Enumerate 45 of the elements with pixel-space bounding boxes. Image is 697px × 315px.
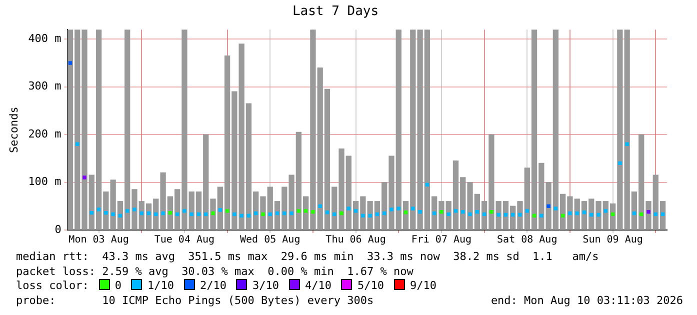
point bbox=[340, 211, 344, 216]
point bbox=[296, 209, 301, 213]
text: probe: 10 ICMP Echo Pings (500 Bytes) every 300s bbox=[16, 294, 374, 306]
legend-label: 5/10 bbox=[357, 279, 384, 292]
point bbox=[560, 214, 565, 218]
legend-title: loss color: bbox=[16, 279, 89, 292]
x-tick-label: Mon 03 Aug bbox=[68, 234, 129, 246]
text: packet loss: 2.59 % avg 30.03 % max 0.00 % min 1.67 % now bbox=[16, 264, 414, 278]
y-axis-title: Seconds bbox=[7, 106, 20, 153]
point bbox=[546, 204, 550, 208]
y-tick-label: 400 m bbox=[28, 32, 62, 45]
text: median rtt: 43.3 ms avg 351.5 ms max 29.6 ms min 33.3 ms now 38.2 ms sd 1.1 am/s bbox=[16, 250, 599, 263]
point bbox=[304, 209, 308, 213]
y-tick-label: 200 m bbox=[28, 127, 62, 140]
point bbox=[261, 212, 265, 216]
point bbox=[490, 210, 494, 214]
point bbox=[640, 212, 644, 216]
legend-label: 4/10 bbox=[304, 279, 332, 292]
point bbox=[68, 61, 72, 65]
legend-label: 9/10 bbox=[410, 279, 436, 292]
point bbox=[211, 211, 215, 216]
point bbox=[168, 210, 172, 215]
point bbox=[532, 214, 536, 218]
x-tick-label: Wed 05 Aug bbox=[240, 234, 300, 246]
x-tick-label: Sun 09 Aug bbox=[582, 234, 643, 246]
point bbox=[225, 209, 230, 213]
x-tick-label: Fri 07 Aug bbox=[411, 234, 472, 246]
x-tick-label: Thu 06 Aug bbox=[326, 234, 386, 246]
x-tick-label: Tue 04 Aug bbox=[154, 234, 215, 246]
y-tick-label: 100 m bbox=[28, 175, 62, 188]
legend-label: 0 bbox=[114, 279, 122, 292]
y-tick-label: 0 bbox=[54, 222, 62, 236]
point bbox=[404, 210, 408, 214]
point bbox=[646, 210, 650, 214]
y-tick-label: 300 m bbox=[28, 80, 62, 93]
legend-label: 2/10 bbox=[200, 279, 226, 292]
point bbox=[82, 176, 86, 180]
legend-label: 1/10 bbox=[147, 279, 174, 292]
point bbox=[311, 210, 315, 214]
x-tick-label: Sat 08 Aug bbox=[497, 234, 558, 246]
chart-title: Last 7 Days bbox=[292, 4, 379, 20]
point bbox=[610, 212, 615, 216]
point bbox=[440, 210, 444, 214]
text: end: Mon Aug 10 03:11:03 2026 bbox=[490, 294, 683, 306]
legend-label: 3/10 bbox=[252, 279, 279, 292]
